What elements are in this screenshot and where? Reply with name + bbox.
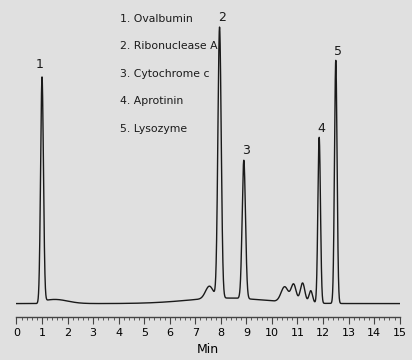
Text: 3. Cytochrome c: 3. Cytochrome c xyxy=(120,69,209,79)
Text: 2. Ribonuclease A: 2. Ribonuclease A xyxy=(120,41,218,51)
X-axis label: Min: Min xyxy=(197,343,219,356)
Text: 5: 5 xyxy=(334,45,342,58)
Text: 4: 4 xyxy=(318,122,325,135)
Text: 5. Lysozyme: 5. Lysozyme xyxy=(120,124,187,134)
Text: 3: 3 xyxy=(242,144,250,157)
Text: 1. Ovalbumin: 1. Ovalbumin xyxy=(120,14,193,24)
Text: 2: 2 xyxy=(218,11,226,24)
Text: 1: 1 xyxy=(35,58,43,71)
Text: 4. Aprotinin: 4. Aprotinin xyxy=(120,96,183,107)
